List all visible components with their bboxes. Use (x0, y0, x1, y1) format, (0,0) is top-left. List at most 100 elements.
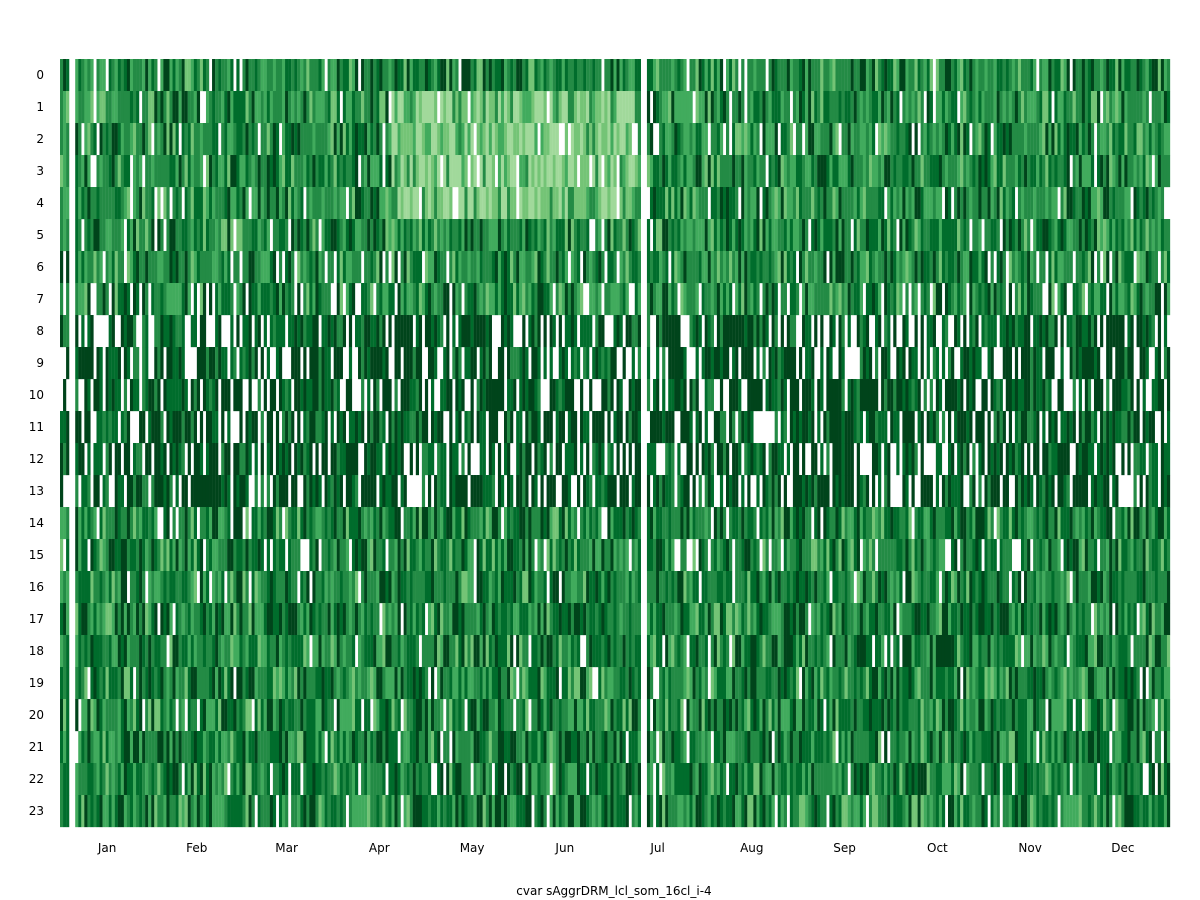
heatmap-cell (66, 155, 70, 188)
heatmap-cell (129, 91, 134, 124)
heatmap-cell (278, 763, 283, 796)
heatmap-cell (567, 443, 572, 476)
heatmap-cell (266, 91, 270, 124)
heatmap-cell (431, 571, 435, 604)
heatmap-cell (364, 219, 368, 252)
heatmap-cell (345, 443, 350, 476)
heatmap-cell (756, 347, 760, 380)
heatmap-cell (649, 283, 654, 316)
heatmap-cell (364, 59, 368, 92)
heatmap-cell (318, 155, 322, 188)
heatmap-cell (671, 59, 675, 92)
heatmap-cell (145, 155, 149, 188)
heatmap-cell (394, 91, 398, 124)
heatmap-cell (126, 59, 131, 92)
heatmap-cell (342, 251, 347, 284)
heatmap-cell (434, 155, 438, 188)
heatmap-cell (719, 635, 724, 668)
heatmap-cell (114, 379, 118, 412)
heatmap-cell (665, 507, 669, 540)
heatmap-cell (111, 251, 115, 284)
heatmap-cell (354, 411, 359, 444)
heatmap-cell (543, 187, 547, 220)
heatmap-cell (592, 123, 596, 156)
heatmap-cell (269, 603, 274, 636)
heatmap-cell (224, 155, 228, 188)
heatmap-cell (634, 443, 638, 476)
heatmap-cell (63, 443, 67, 476)
heatmap-cell (245, 699, 249, 732)
heatmap-cell (324, 539, 328, 572)
heatmap-cell (105, 347, 109, 380)
heatmap-cell (485, 123, 489, 156)
heatmap-cell (358, 795, 362, 828)
heatmap-cell (464, 603, 468, 636)
heatmap-cell (689, 731, 693, 764)
heatmap-cell (707, 315, 711, 348)
heatmap-cell (744, 251, 748, 284)
heatmap-cell (163, 603, 167, 636)
heatmap-cell (333, 59, 337, 92)
heatmap-cell (443, 219, 447, 252)
heatmap-cell (719, 475, 724, 508)
heatmap-cell (531, 219, 535, 252)
heatmap-cell (546, 699, 550, 732)
heatmap-cell (434, 347, 438, 380)
heatmap-cell (646, 539, 651, 572)
heatmap-cell (151, 187, 155, 220)
heatmap-cell (93, 507, 97, 540)
heatmap-cell (315, 763, 319, 796)
heatmap-cell (321, 347, 325, 380)
heatmap-cell (403, 603, 407, 636)
heatmap-cell (394, 795, 398, 828)
heatmap-cell (361, 91, 365, 124)
heatmap-cell (744, 731, 748, 764)
heatmap-cell (549, 731, 553, 764)
heatmap-cell (680, 59, 684, 92)
heatmap-cell (75, 251, 79, 284)
heatmap-cell (199, 283, 204, 316)
heatmap-cell (719, 411, 724, 444)
heatmap-cell (278, 91, 283, 124)
heatmap-cell (589, 795, 593, 828)
heatmap-cell (221, 795, 225, 828)
heatmap-cell (531, 667, 535, 700)
heatmap-cell (665, 635, 669, 668)
heatmap-cell (510, 539, 514, 572)
heatmap-cell (741, 251, 745, 284)
heatmap-cell (126, 507, 131, 540)
heatmap-cell (129, 539, 134, 572)
heatmap-cell (607, 219, 611, 252)
heatmap-cell (540, 283, 544, 316)
heatmap-cell (339, 347, 343, 380)
heatmap-cell (668, 123, 672, 156)
heatmap-cell (619, 603, 623, 636)
heatmap-cell (139, 187, 143, 220)
heatmap-cell (99, 763, 103, 796)
heatmap-cell (336, 507, 340, 540)
heatmap-cell (409, 123, 413, 156)
heatmap-cell (649, 123, 654, 156)
heatmap-cell (66, 635, 70, 668)
heatmap-cell (269, 667, 274, 700)
heatmap-cell (555, 443, 559, 476)
heatmap-cell (604, 155, 608, 188)
heatmap-cell (637, 475, 641, 508)
heatmap-cell (145, 347, 149, 380)
heatmap-cell (382, 763, 386, 796)
heatmap-cell (482, 59, 486, 92)
heatmap-cell (427, 155, 432, 188)
heatmap-cell (762, 763, 766, 796)
heatmap-cell (695, 155, 699, 188)
heatmap-cell (759, 219, 763, 252)
heatmap-cell (628, 635, 632, 668)
heatmap-cell (427, 507, 432, 540)
heatmap-cell (455, 91, 459, 124)
heatmap-cell (583, 315, 587, 348)
heatmap-cell (196, 219, 201, 252)
heatmap-cell (482, 635, 486, 668)
heatmap-cell (668, 59, 672, 92)
heatmap-cell (552, 731, 556, 764)
heatmap-cell (169, 59, 173, 92)
heatmap-cell (774, 251, 778, 284)
